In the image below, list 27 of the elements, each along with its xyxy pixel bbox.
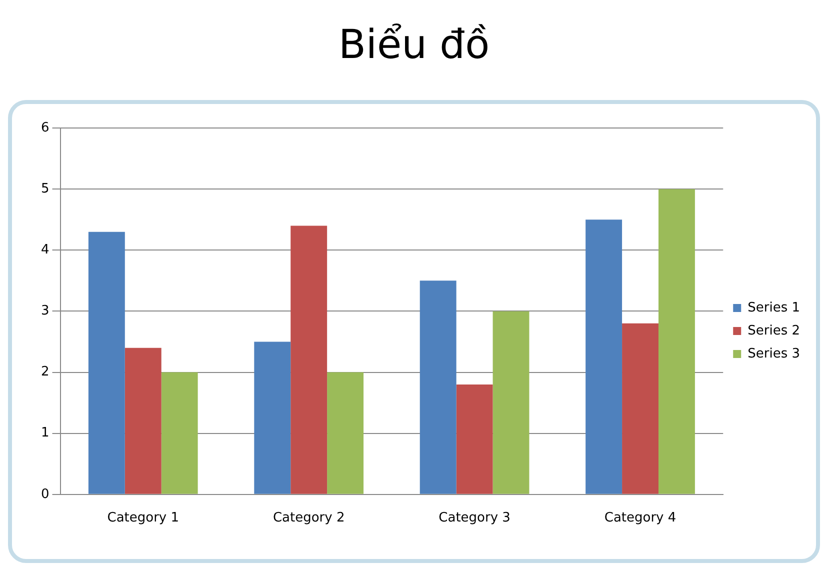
bar <box>254 342 291 494</box>
bar <box>492 311 530 494</box>
y-tick-label: 1 <box>40 426 50 441</box>
legend-label: Series 2 <box>748 323 800 338</box>
legend-label: Series 1 <box>748 300 800 316</box>
bar <box>88 232 125 494</box>
x-tick-label: Category 2 <box>272 510 345 526</box>
bar <box>327 372 364 494</box>
y-tick-label: 2 <box>40 364 50 380</box>
x-tick-label: Category 1 <box>107 510 180 526</box>
x-tick-label: Category 3 <box>438 510 510 526</box>
bar <box>420 280 456 494</box>
x-tick-label: Category 4 <box>604 510 676 526</box>
y-tick-label: 5 <box>40 181 50 196</box>
y-tick-label: 3 <box>40 304 50 319</box>
legend-label: Series 3 <box>748 346 800 362</box>
y-tick-label: 0 <box>40 486 50 502</box>
bar <box>586 220 622 494</box>
bar <box>622 323 658 494</box>
y-tick-label: 4 <box>40 242 50 258</box>
bar <box>290 226 328 494</box>
chart-title: Biểu đồ <box>337 21 491 70</box>
bar <box>161 372 198 494</box>
y-tick-label: 6 <box>40 120 50 136</box>
bar <box>658 189 695 494</box>
bar <box>456 384 493 494</box>
bar <box>124 348 162 494</box>
